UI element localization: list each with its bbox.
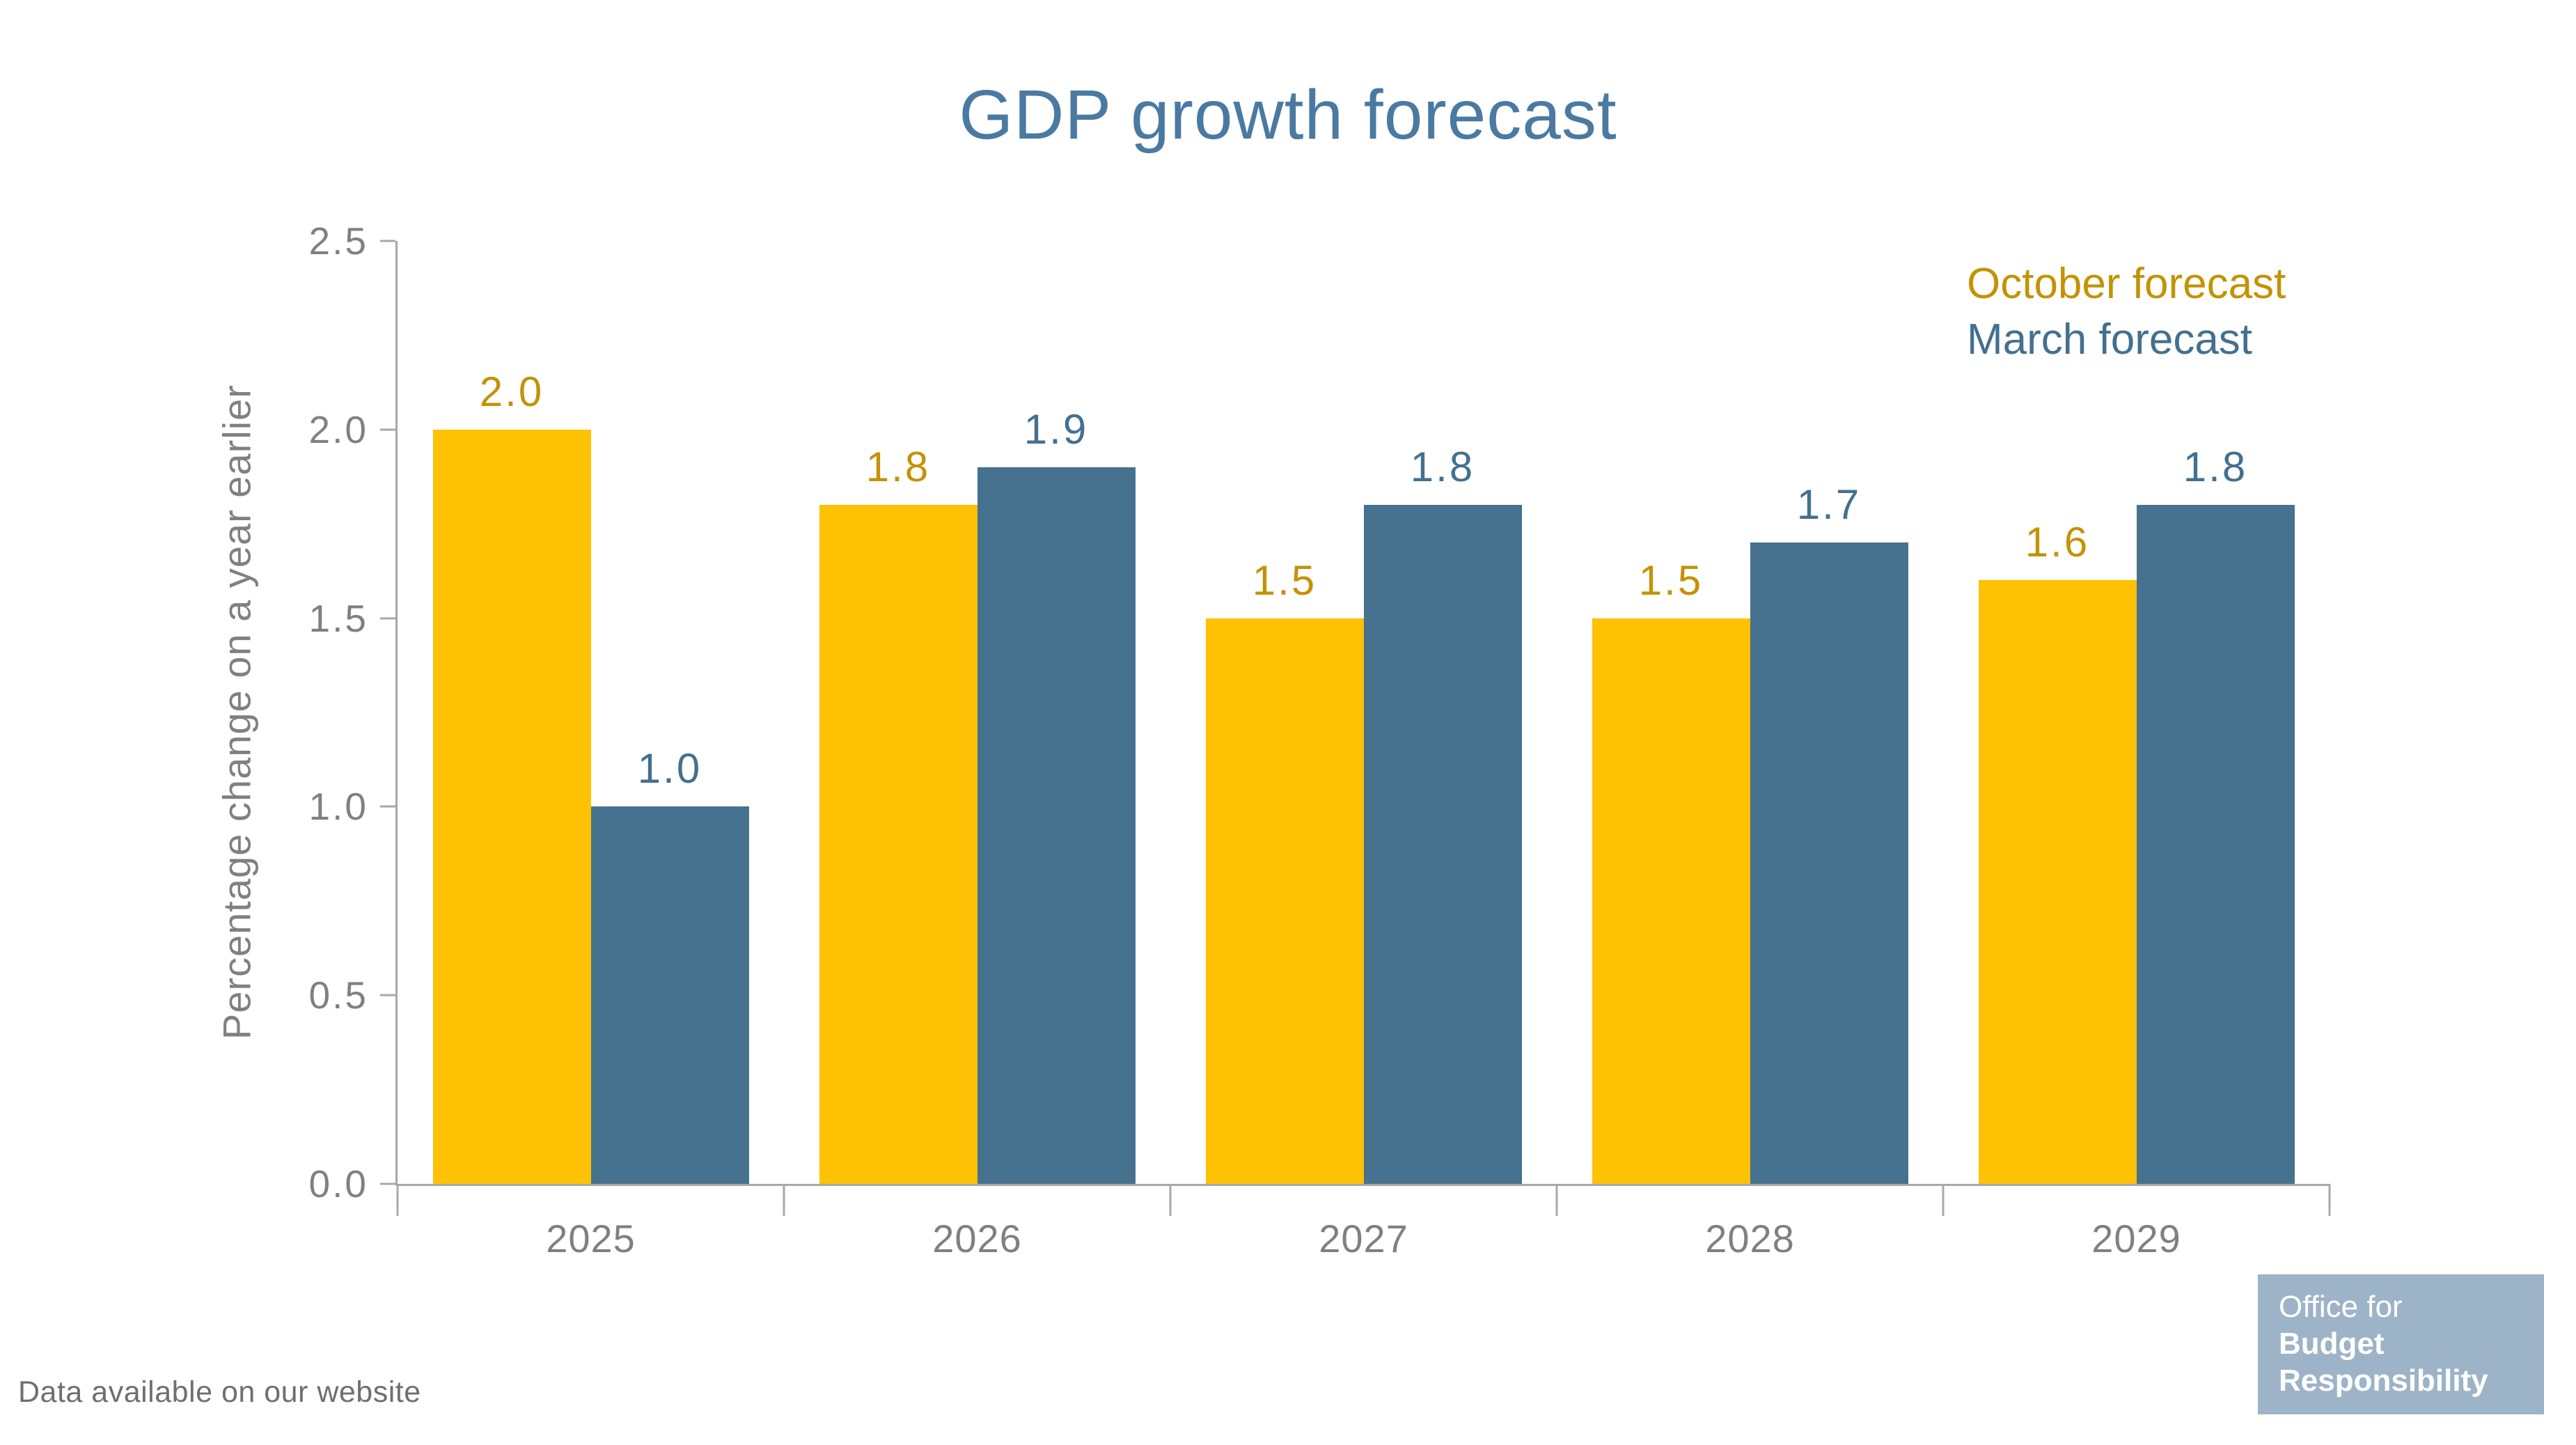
bar-group-2027: 1.5 1.8 2027: [1170, 241, 1557, 1260]
bar-column: 1.7: [1750, 241, 1908, 1184]
bar-column: 1.5: [1205, 241, 1364, 1184]
chart-title: GDP growth forecast: [959, 76, 1617, 154]
bar-march-2028: [1750, 542, 1908, 1184]
y-tick-mark: [380, 805, 395, 808]
logo-line-1: Office for: [2279, 1290, 2403, 1324]
bar-march-2027: [1363, 505, 1522, 1184]
bar-group-2029: 1.6 1.8 2029: [1943, 241, 2330, 1260]
y-tick-mark: [380, 1182, 395, 1185]
bar-october-2025: [432, 429, 591, 1184]
bar-group-2026: 1.8 1.9 2026: [784, 241, 1170, 1260]
x-axis-label-2029: 2029: [2091, 1217, 2181, 1260]
bar-october-2027: [1205, 618, 1364, 1184]
bar-column: 1.8: [2136, 241, 2295, 1184]
y-axis-title: Percentage change on a year earlier: [214, 384, 259, 1040]
bar-october-2028: [1592, 618, 1750, 1184]
y-tick-mark: [380, 617, 395, 620]
bar-column: 1.9: [977, 241, 1136, 1184]
bar-value-label: 2.0: [479, 368, 544, 415]
bar-column: 1.5: [1592, 241, 1750, 1184]
bar-column: 1.8: [1363, 241, 1522, 1184]
x-axis-label-2027: 2027: [1319, 1217, 1408, 1260]
bar-column: 2.0: [432, 241, 591, 1184]
y-tick-label: 2.5: [308, 219, 368, 263]
bar-value-label: 1.5: [1638, 556, 1704, 604]
y-tick-label: 0.5: [308, 974, 368, 1017]
y-tick-mark: [380, 994, 395, 997]
bar-value-label: 1.7: [1796, 481, 1862, 529]
x-axis-label-2026: 2026: [932, 1217, 1022, 1260]
obr-logo: Office for Budget Responsibility: [2258, 1274, 2544, 1414]
legend-item-march: March forecast: [1967, 315, 2253, 364]
bar-value-label: 1.0: [637, 745, 702, 792]
y-tick-label: 2.0: [308, 407, 368, 451]
footnote: Data available on our website: [18, 1375, 421, 1409]
legend: October forecast March forecast: [1967, 256, 2286, 368]
bar-value-label: 1.8: [1410, 444, 1475, 491]
x-axis-label-2025: 2025: [546, 1217, 636, 1260]
bar-value-label: 1.6: [2025, 519, 2090, 566]
bar-column: 1.0: [590, 241, 749, 1184]
bar-value-label: 1.8: [2183, 444, 2248, 491]
bar-groups: 2.0 1.0 2025 1.8 1.9 2026 1.5 1.8 2027 1.5 1.7 2028…: [398, 241, 2330, 1260]
bar-march-2029: [2136, 505, 2295, 1184]
x-tick-mark: [396, 1184, 399, 1216]
bar-group-2028: 1.5 1.7 2028: [1557, 241, 1943, 1260]
bar-group-2025: 2.0 1.0 2025: [398, 241, 784, 1260]
x-tick-mark: [1555, 1184, 1558, 1216]
bar-column: 1.6: [1978, 241, 2137, 1184]
logo-line-3: Responsibility: [2279, 1364, 2488, 1398]
bar-march-2025: [590, 806, 749, 1184]
bar-october-2029: [1978, 580, 2137, 1184]
y-tick-label: 0.0: [308, 1162, 368, 1205]
bar-value-label: 1.5: [1252, 556, 1317, 604]
y-tick-label: 1.5: [308, 596, 368, 640]
plot-area: 0.0 0.5 1.0 1.5 2.0 2.5 2.0 1.0 2025 1.8 1.9 2026 1…: [309, 219, 2331, 1260]
y-tick-label: 1.0: [308, 785, 368, 829]
x-tick-mark: [1169, 1184, 1172, 1216]
y-tick-mark: [380, 428, 395, 431]
bar-column: 1.8: [819, 241, 977, 1184]
y-tick-mark: [380, 240, 395, 242]
x-tick-mark: [1942, 1184, 1945, 1216]
bar-october-2026: [819, 505, 977, 1184]
bar-march-2026: [977, 467, 1136, 1184]
x-axis-label-2028: 2028: [1705, 1217, 1795, 1260]
logo-line-2: Budget: [2279, 1327, 2385, 1361]
bar-value-label: 1.9: [1023, 405, 1089, 453]
bar-value-label: 1.8: [865, 444, 931, 491]
x-tick-mark: [783, 1184, 785, 1216]
legend-item-october: October forecast: [1967, 260, 2286, 308]
x-tick-mark: [2328, 1184, 2331, 1216]
